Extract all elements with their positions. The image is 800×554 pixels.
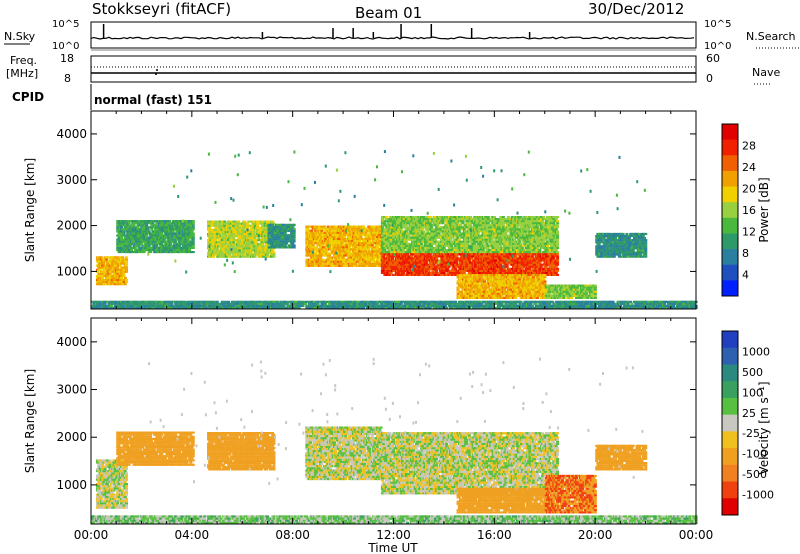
freq-label-line1: Freq.: [10, 54, 37, 67]
cpid-text: normal (fast) 151: [94, 93, 212, 107]
data-band-5: [380, 251, 560, 276]
colorbar-tick-label: -500: [742, 468, 767, 481]
power-panel: 1000 2000 3000 4000: [56, 110, 698, 310]
colorbar-tick-label: 4: [742, 269, 749, 282]
velocity-colorbar-label: Velocity [m s⁻¹]: [757, 381, 771, 474]
y-tick-label: 2000: [56, 219, 87, 233]
colorbar-tick-label: 16: [742, 204, 756, 217]
nsky-tick-top: 10^5: [52, 19, 79, 30]
station-title: Stokkseyri (fitACF): [92, 0, 231, 18]
data-band-7: [456, 274, 547, 299]
x-axis: 00:00 04:00 08:00 12:00 16:00 20:00 00:00: [74, 528, 714, 542]
colorbar-tick-label: 28: [742, 140, 756, 153]
x-tick-label: 04:00: [175, 528, 210, 542]
data-band-4: [305, 225, 383, 267]
colorbar-tick-label: 12: [742, 226, 756, 239]
y-tick-label: 4000: [56, 335, 87, 349]
colorbar-tick-label: 1000: [742, 345, 770, 358]
y-tick-label: 3000: [56, 383, 87, 397]
nsky-label: N.Sky: [4, 30, 36, 43]
freq-label-line2: [MHz]: [6, 67, 38, 80]
beam-title: Beam 01: [355, 4, 422, 22]
date-title: 30/Dec/2012: [588, 0, 684, 18]
colorbar-tick-label: 24: [742, 161, 756, 174]
y-tick-label: 2000: [56, 430, 87, 444]
colorbar-tick-label: -100: [742, 448, 767, 461]
cpid-label: CPID: [12, 90, 44, 104]
y-tick-label: 1000: [56, 478, 87, 492]
colorbar-tick-label: -1000: [742, 489, 774, 502]
y-tick-label: 4000: [56, 127, 87, 141]
data-band-2: [207, 220, 276, 258]
data-band-8: [544, 284, 597, 299]
freq-strip: [90, 55, 697, 83]
x-tick-label: 00:00: [679, 528, 714, 542]
data-band-0: [96, 459, 128, 509]
x-axis-label: Time UT: [367, 541, 418, 554]
colorbar-tick-label: 20: [742, 183, 756, 196]
data-band-9: [595, 232, 648, 258]
power-colorbar: 4 8 12 16 20 24 28: [721, 123, 756, 297]
scatter-points: [147, 150, 646, 274]
data-band-0: [96, 256, 128, 286]
x-tick-label: 00:00: [74, 528, 109, 542]
data-band-5: [456, 487, 547, 514]
nsearch-label: N.Search: [746, 30, 796, 43]
data-band-4: [380, 432, 560, 495]
colorbar-tick-label: 8: [742, 247, 749, 260]
colorbar-tick-label: -25: [742, 427, 760, 440]
data-band-8: [91, 515, 698, 524]
nsky-tick-bottom: 10^0: [52, 41, 79, 52]
nsky-trace: [90, 24, 695, 40]
power-colorbar-label: Power [dB]: [757, 177, 771, 242]
nsearch-tick-bottom: 10^0: [704, 41, 731, 52]
data-band-1: [116, 220, 195, 254]
y-tick-label: 1000: [56, 264, 87, 278]
velocity-heatmap: [91, 357, 698, 524]
data-band-10: [91, 300, 698, 309]
nave-label: Nave: [752, 66, 780, 79]
colorbar-tick-label: 100: [742, 386, 763, 399]
data-band-6: [544, 474, 597, 514]
scatter-points: [148, 357, 644, 487]
x-tick-label: 16:00: [477, 528, 512, 542]
x-tick-label: 12:00: [376, 528, 411, 542]
colorbar-tick-label: 500: [742, 366, 763, 379]
data-band-3: [267, 223, 296, 249]
data-band-2: [207, 432, 276, 471]
velocity-panel: 1000 2000 3000 4000: [56, 317, 698, 525]
velocity-colorbar: 1000 500 100 25 -25 -100 -500 -1000: [721, 330, 774, 516]
data-band-3: [305, 426, 383, 481]
x-tick-label: 20:00: [578, 528, 613, 542]
nave-tick-bottom: 0: [706, 72, 713, 85]
y-tick-label: 3000: [56, 173, 87, 187]
x-tick-label: 08:00: [275, 528, 310, 542]
nsearch-tick-top: 10^5: [704, 19, 731, 30]
velocity-ylabel: Slant Range [km]: [23, 369, 37, 473]
data-band-1: [116, 431, 195, 466]
power-heatmap: [91, 150, 698, 309]
colorbar-tick-label: 25: [742, 407, 756, 420]
freq-tick-top: 18: [60, 52, 74, 65]
freq-tick-bottom: 8: [64, 72, 71, 85]
data-band-7: [595, 444, 648, 471]
nave-tick-top: 60: [706, 52, 720, 65]
nsky-strip: [90, 21, 697, 51]
power-ylabel: Slant Range [km]: [23, 158, 37, 262]
